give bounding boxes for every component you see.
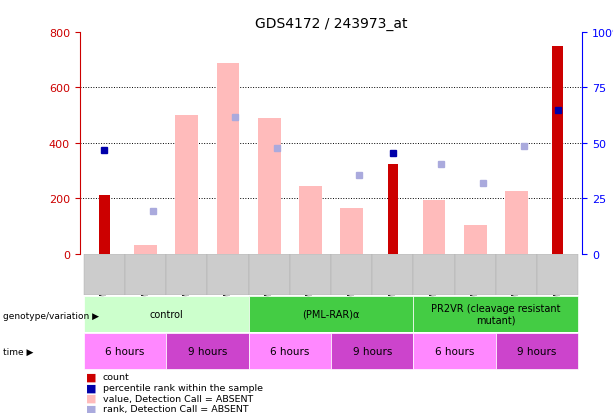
Text: PR2VR (cleavage resistant
mutant): PR2VR (cleavage resistant mutant) [431, 303, 560, 325]
Text: value, Detection Call = ABSENT: value, Detection Call = ABSENT [103, 394, 253, 403]
Bar [331, 333, 413, 369]
Bar [134, 245, 157, 254]
Text: 6 hours: 6 hours [435, 346, 474, 356]
Bar [423, 200, 446, 254]
Bar [249, 296, 413, 332]
Text: count: count [103, 372, 130, 381]
Bar [99, 196, 110, 254]
Bar [290, 254, 331, 295]
Text: genotype/variation ▶: genotype/variation ▶ [3, 311, 99, 320]
Text: 9 hours: 9 hours [352, 346, 392, 356]
Bar [505, 192, 528, 254]
Text: 6 hours: 6 hours [270, 346, 310, 356]
Text: 9 hours: 9 hours [188, 346, 227, 356]
Bar [552, 47, 563, 254]
Bar [249, 333, 331, 369]
Text: control: control [150, 309, 183, 319]
Bar [537, 254, 578, 295]
Bar [166, 333, 249, 369]
Bar [299, 187, 322, 254]
Bar [216, 64, 239, 254]
Bar [84, 333, 166, 369]
Text: ■: ■ [86, 393, 96, 403]
Bar [464, 226, 487, 254]
Text: (PML-RAR)α: (PML-RAR)α [302, 309, 360, 319]
Bar [84, 254, 125, 295]
Bar [125, 254, 166, 295]
Bar [175, 116, 198, 254]
Text: ■: ■ [86, 372, 96, 382]
Text: 9 hours: 9 hours [517, 346, 557, 356]
Bar [331, 254, 372, 295]
Bar [258, 119, 281, 254]
Text: ■: ■ [86, 404, 96, 413]
Bar [372, 254, 413, 295]
Bar [413, 333, 496, 369]
Text: ■: ■ [86, 382, 96, 392]
Bar [249, 254, 290, 295]
Bar [496, 254, 537, 295]
Text: percentile rank within the sample: percentile rank within the sample [103, 383, 263, 392]
Bar [387, 164, 398, 254]
Bar [84, 296, 249, 332]
Bar [455, 254, 496, 295]
Bar [207, 254, 249, 295]
Title: GDS4172 / 243973_at: GDS4172 / 243973_at [255, 17, 407, 31]
Bar [166, 254, 207, 295]
Text: 6 hours: 6 hours [105, 346, 145, 356]
Bar [413, 296, 578, 332]
Bar [340, 209, 363, 254]
Bar [413, 254, 455, 295]
Text: rank, Detection Call = ABSENT: rank, Detection Call = ABSENT [103, 404, 249, 413]
Bar [496, 333, 578, 369]
Text: time ▶: time ▶ [3, 347, 34, 356]
